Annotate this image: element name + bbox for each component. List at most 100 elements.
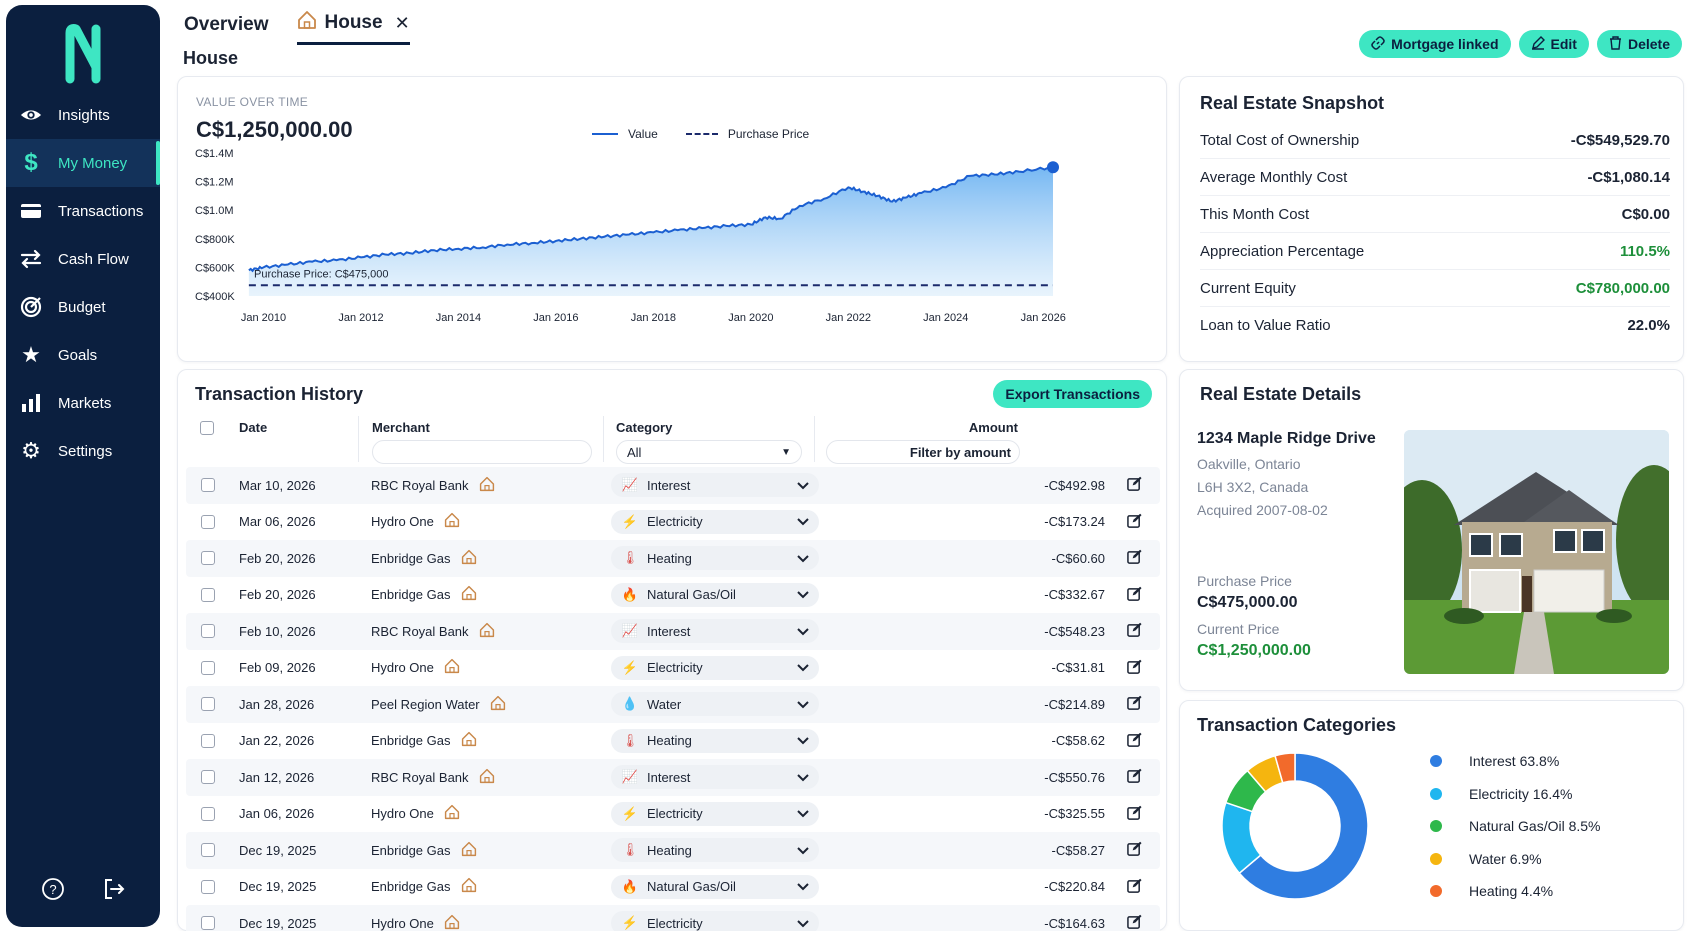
table-row[interactable]: Mar 10, 2026 RBC Royal Bank 📈 Interest -C$49… xyxy=(186,467,1160,504)
edit-icon[interactable] xyxy=(1127,586,1142,604)
row-category-select[interactable]: 📈 Interest xyxy=(611,473,819,498)
table-row[interactable]: Dec 19, 2025 Enbridge Gas 🔥 Natural Gas/Oil… xyxy=(186,869,1160,906)
sidebar-item-goals[interactable]: ★ Goals xyxy=(6,331,160,379)
table-row[interactable]: Feb 10, 2026 RBC Royal Bank 📈 Interest -C$54… xyxy=(186,613,1160,650)
edit-icon[interactable] xyxy=(1127,513,1142,531)
edit-icon[interactable] xyxy=(1127,805,1142,823)
logout-icon[interactable] xyxy=(100,875,128,903)
table-row[interactable]: Jan 06, 2026 Hydro One ⚡ Electricity -C$325.… xyxy=(186,796,1160,833)
edit-icon[interactable] xyxy=(1127,549,1142,567)
amount-filter-input[interactable]: Filter by amount xyxy=(826,440,1020,464)
edit-icon[interactable] xyxy=(1127,659,1142,677)
close-icon[interactable]: ✕ xyxy=(394,12,410,33)
table-row[interactable]: Dec 19, 2025 Hydro One ⚡ Electricity -C$164.… xyxy=(186,905,1160,931)
sidebar-item-my-money[interactable]: $ My Money xyxy=(6,139,160,187)
row-checkbox[interactable] xyxy=(201,660,215,675)
row-category-select[interactable]: ⚡ Electricity xyxy=(611,801,819,826)
tab-overview[interactable]: Overview xyxy=(184,14,269,42)
row-checkbox[interactable] xyxy=(201,916,215,930)
legend-item[interactable]: Heating 4.4% xyxy=(1430,875,1601,908)
row-category-select[interactable]: 💧 Water xyxy=(611,692,819,717)
edit-icon[interactable] xyxy=(1127,695,1142,713)
legend-item-value[interactable]: Value xyxy=(592,127,658,141)
edit-icon[interactable] xyxy=(1127,732,1142,750)
categories-donut-chart[interactable] xyxy=(1210,741,1380,911)
row-category-select[interactable]: 🔥 Natural Gas/Oil xyxy=(611,874,819,899)
row-category-select[interactable]: 🌡 Heating xyxy=(611,546,819,571)
row-category-select[interactable]: ⚡ Electricity xyxy=(611,655,819,680)
edit-icon[interactable] xyxy=(1127,914,1142,931)
sidebar-item-markets[interactable]: Markets xyxy=(6,379,160,427)
edit-icon[interactable] xyxy=(1127,878,1142,896)
donut-slice[interactable] xyxy=(1238,752,1369,900)
legend-item-purchase[interactable]: Purchase Price xyxy=(685,127,809,141)
category-filter-select[interactable]: All ▼ xyxy=(616,440,802,464)
table-row[interactable]: Feb 09, 2026 Hydro One ⚡ Electricity -C$31.8… xyxy=(186,650,1160,687)
row-checkbox[interactable] xyxy=(201,624,215,638)
table-row[interactable]: Jan 12, 2026 RBC Royal Bank 📈 Interest -C$55… xyxy=(186,759,1160,796)
help-icon[interactable]: ? xyxy=(39,875,67,903)
edit-button[interactable]: Edit xyxy=(1518,30,1589,58)
row-checkbox[interactable] xyxy=(201,514,215,529)
purchase-price-annotation: Purchase Price: C$475,000 xyxy=(254,268,389,280)
row-checkbox[interactable] xyxy=(201,551,215,565)
sidebar-item-settings[interactable]: ⚙ Settings xyxy=(6,427,160,475)
legend-item[interactable]: Water 6.9% xyxy=(1430,843,1601,876)
row-checkbox[interactable] xyxy=(201,843,215,857)
table-row[interactable]: Feb 20, 2026 Enbridge Gas 🌡 Heating -C$60.60 xyxy=(186,540,1160,577)
sidebar-item-budget[interactable]: Budget xyxy=(6,283,160,331)
row-amount: -C$214.89 xyxy=(1044,696,1105,712)
app-logo[interactable] xyxy=(62,23,110,85)
home-icon xyxy=(461,841,477,860)
edit-icon[interactable] xyxy=(1127,768,1142,786)
column-header-merchant[interactable]: Merchant xyxy=(372,420,430,435)
table-row[interactable]: Jan 22, 2026 Enbridge Gas 🌡 Heating -C$58.62 xyxy=(186,723,1160,760)
row-category-select[interactable]: 🌡 Heating xyxy=(611,728,819,753)
mortgage-linked-button[interactable]: Mortgage linked xyxy=(1359,30,1511,58)
row-checkbox[interactable] xyxy=(201,806,215,821)
donut-slice[interactable] xyxy=(1274,752,1296,784)
home-icon xyxy=(297,10,317,36)
snapshot-row-label: Loan to Value Ratio xyxy=(1200,317,1331,334)
select-all-checkbox[interactable] xyxy=(200,421,214,435)
delete-button[interactable]: Delete xyxy=(1596,30,1682,58)
merchant-name: Hydro One xyxy=(371,514,434,530)
row-category-select[interactable]: ⚡ Electricity xyxy=(611,911,819,931)
row-category-select[interactable]: 🌡 Heating xyxy=(611,838,819,863)
export-transactions-button[interactable]: Export Transactions xyxy=(993,380,1152,408)
edit-icon[interactable] xyxy=(1127,476,1142,494)
category-name: Natural Gas/Oil xyxy=(647,587,736,603)
eye-icon xyxy=(18,102,44,128)
column-header-date[interactable]: Date xyxy=(239,420,268,435)
legend-item[interactable]: Interest 63.8% xyxy=(1430,745,1601,778)
tab-house[interactable]: House ✕ xyxy=(296,10,410,45)
home-icon xyxy=(490,695,506,714)
value-chart[interactable]: C$1.4M C$1.2M C$1.0M C$800K C$600K C$400K Jan … xyxy=(178,77,1168,363)
row-checkbox[interactable] xyxy=(201,697,215,711)
sidebar-item-insights[interactable]: Insights xyxy=(6,91,160,139)
row-checkbox[interactable] xyxy=(201,770,215,784)
legend-item[interactable]: Electricity 16.4% xyxy=(1430,778,1601,811)
row-category-select[interactable]: 📈 Interest xyxy=(611,619,819,644)
row-category-select[interactable]: 🔥 Natural Gas/Oil xyxy=(611,582,819,607)
row-checkbox[interactable] xyxy=(201,879,215,894)
table-row[interactable]: Dec 19, 2025 Enbridge Gas 🌡 Heating -C$58.27 xyxy=(186,832,1160,869)
edit-icon[interactable] xyxy=(1127,841,1142,859)
table-row[interactable]: Jan 28, 2026 Peel Region Water 💧 Water -C$21… xyxy=(186,686,1160,723)
row-checkbox[interactable] xyxy=(201,478,215,492)
snapshot-row-value: C$0.00 xyxy=(1621,205,1670,223)
sidebar-item-transactions[interactable]: Transactions xyxy=(6,187,160,235)
current-value-point[interactable] xyxy=(1047,161,1059,174)
sidebar-item-cash-flow[interactable]: Cash Flow xyxy=(6,235,160,283)
row-checkbox[interactable] xyxy=(201,587,215,602)
row-category-select[interactable]: 📈 Interest xyxy=(611,765,819,790)
row-category-select[interactable]: ⚡ Electricity xyxy=(611,509,819,534)
merchant-filter-input[interactable] xyxy=(372,440,592,464)
row-checkbox[interactable] xyxy=(201,733,215,748)
legend-item[interactable]: Natural Gas/Oil 8.5% xyxy=(1430,810,1601,843)
table-row[interactable]: Mar 06, 2026 Hydro One ⚡ Electricity -C$173.… xyxy=(186,504,1160,541)
column-header-category[interactable]: Category xyxy=(616,420,673,435)
edit-icon[interactable] xyxy=(1127,622,1142,640)
table-row[interactable]: Feb 20, 2026 Enbridge Gas 🔥 Natural Gas/Oil… xyxy=(186,577,1160,614)
column-header-amount[interactable]: Amount xyxy=(968,420,1018,435)
